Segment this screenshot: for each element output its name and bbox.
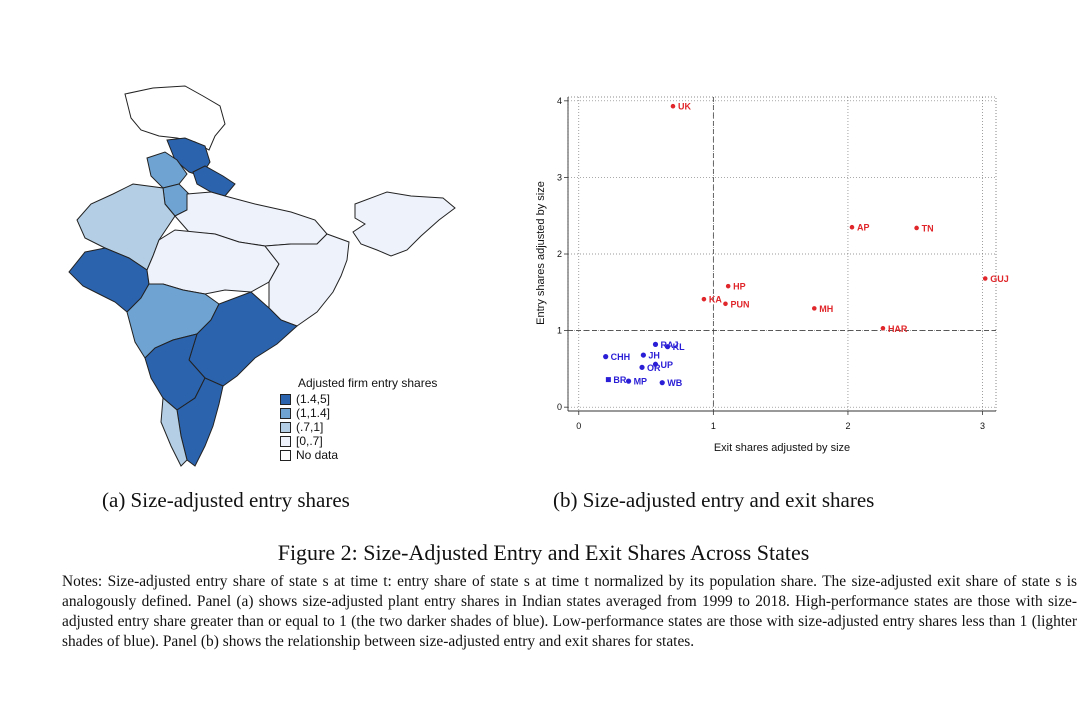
y-tick-label: 4	[557, 96, 562, 106]
data-point-pun	[722, 300, 729, 307]
x-tick-label: 1	[711, 421, 716, 431]
map-region-northeast	[352, 191, 456, 257]
data-label-or: OR	[647, 363, 661, 373]
india-choropleth-map	[68, 85, 456, 467]
data-label-ap: AP	[857, 223, 870, 233]
data-label-tn: TN	[922, 223, 934, 233]
data-label-uk: UK	[678, 102, 691, 112]
legend-swatch	[280, 435, 291, 447]
data-label-chh: CHH	[611, 352, 631, 362]
map-region-kerala	[160, 396, 188, 467]
data-label-mh: MH	[819, 304, 833, 314]
legend-label: (1.4,5]	[296, 392, 331, 406]
data-label-hp: HP	[733, 282, 746, 292]
data-label-wb: WB	[667, 378, 682, 388]
legend-label: [0,.7]	[296, 434, 323, 448]
legend-label: No data	[296, 448, 339, 462]
data-point-guj	[982, 275, 989, 282]
legend-swatch	[280, 407, 291, 419]
x-tick-label: 0	[576, 421, 581, 431]
x-tick-label: 2	[845, 421, 850, 431]
map-legend: Adjusted firm entry shares (1.4,5] (1,1.…	[280, 376, 437, 462]
legend-swatch	[280, 421, 291, 433]
data-label-ka: KA	[709, 295, 722, 305]
legend-item: No data	[280, 448, 437, 462]
data-label-har: HAR	[888, 324, 908, 334]
data-point-mh	[811, 305, 818, 312]
data-point-or	[639, 364, 645, 370]
data-label-raj: RAJ	[660, 340, 678, 350]
data-point-up	[652, 361, 659, 367]
map-region-east	[264, 233, 350, 327]
y-tick-label: 1	[557, 326, 562, 336]
data-point-mp	[625, 378, 632, 384]
data-point-jh	[640, 352, 646, 358]
data-point-tn	[913, 225, 920, 231]
x-tick-label: 3	[980, 421, 985, 431]
data-point-ap	[849, 224, 855, 231]
data-label-pun: PUN	[730, 299, 749, 309]
x-axis-label: Exit shares adjusted by size	[714, 442, 850, 454]
data-point-uk	[670, 103, 676, 110]
map-region-hp	[146, 151, 188, 189]
data-label-kl: KL	[673, 342, 685, 352]
legend-item: [0,.7]	[280, 434, 437, 448]
data-point-hp	[725, 283, 732, 290]
y-axis-label: Entry shares adjusted by size	[535, 181, 547, 325]
figure-title: Figure 2: Size-Adjusted Entry and Exit S…	[277, 540, 810, 565]
data-point-raj	[652, 341, 659, 347]
y-tick-label: 3	[557, 172, 562, 182]
data-label-jh: JH	[648, 351, 660, 361]
legend-label: (1,1.4]	[296, 406, 331, 420]
legend-item: (1,1.4]	[280, 406, 437, 420]
data-point-br	[605, 377, 611, 383]
figure-notes: Notes: Size-adjusted entry share of stat…	[62, 573, 1077, 650]
data-point-chh	[603, 354, 609, 360]
y-tick-label: 2	[557, 249, 562, 259]
data-label-mp: MP	[634, 377, 648, 387]
legend-item: (1.4,5]	[280, 392, 437, 406]
legend-swatch	[280, 449, 291, 461]
data-label-guj: GUJ	[990, 274, 1009, 284]
data-point-wb	[659, 380, 665, 386]
caption-panel-a: (a) Size-adjusted entry shares	[102, 488, 350, 512]
map-region-uk	[192, 165, 236, 197]
data-point-ka	[701, 296, 707, 303]
data-point-har	[880, 325, 886, 332]
legend-label: (.7,1]	[296, 420, 324, 434]
legend-swatch	[280, 393, 291, 405]
data-label-up: UP	[660, 360, 673, 370]
y-tick-label: 0	[557, 402, 562, 412]
data-point-kl	[664, 344, 671, 350]
caption-panel-b: (b) Size-adjusted entry and exit shares	[553, 488, 875, 512]
legend-item: (.7,1]	[280, 420, 437, 434]
map-region-nodata	[124, 85, 226, 151]
legend-title: Adjusted firm entry shares	[298, 376, 438, 390]
data-label-br: BR	[613, 375, 626, 385]
